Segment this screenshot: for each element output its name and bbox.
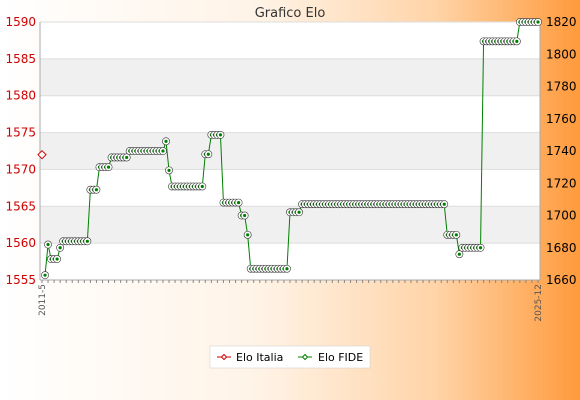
fide-point-center xyxy=(454,233,458,237)
left-tick-label: 1560 xyxy=(5,236,36,250)
fide-point-center xyxy=(46,242,50,247)
right-tick-label: 1720 xyxy=(546,176,577,190)
plot-band xyxy=(40,95,540,133)
legend-fide-marker xyxy=(301,353,309,361)
plot-band xyxy=(40,132,540,170)
fide-point-center xyxy=(442,202,446,206)
fide-point-center xyxy=(55,257,59,261)
left-tick-label: 1555 xyxy=(5,273,36,287)
left-tick-label: 1570 xyxy=(5,162,36,176)
fide-point-center xyxy=(206,152,210,156)
fide-point-center xyxy=(167,168,171,172)
right-tick-label: 1700 xyxy=(546,209,577,223)
elo-fide-series xyxy=(41,18,542,280)
legend-italia-marker xyxy=(220,353,228,361)
left-tick-label: 1585 xyxy=(5,52,36,66)
fide-point-center xyxy=(536,20,540,24)
plot-band xyxy=(40,58,540,96)
right-tick-label: 1760 xyxy=(546,112,577,126)
left-tick-label: 1590 xyxy=(5,15,36,29)
fide-point-center xyxy=(94,188,99,192)
x-axis-ticks: 2011-5 2025-12 xyxy=(38,280,544,322)
legend-box xyxy=(209,345,371,369)
right-axis-ticks: 1660 1680 1700 1720 1740 1760 1780 1800 1820 xyxy=(546,15,577,287)
x-tick-label-first: 2011-5 xyxy=(38,284,48,316)
fide-point-center xyxy=(200,184,204,189)
fide-point-center xyxy=(243,213,247,218)
right-tick-label: 1780 xyxy=(546,80,577,94)
right-tick-label: 1740 xyxy=(546,144,577,158)
fide-point-center xyxy=(164,139,168,143)
fide-point-center xyxy=(58,246,62,250)
fide-point-center xyxy=(236,201,241,205)
right-tick-label: 1820 xyxy=(546,15,577,29)
fide-point-center xyxy=(85,239,89,243)
grid-lines xyxy=(39,21,541,281)
elo-italia-series xyxy=(37,149,47,160)
chart-title: Grafico Elo xyxy=(255,6,326,21)
legend-italia-label: Elo Italia xyxy=(236,351,283,364)
legend: Elo Italia Elo FIDE xyxy=(209,345,371,369)
italia-point xyxy=(37,149,47,160)
fide-point-center xyxy=(478,246,483,250)
right-tick-label: 1680 xyxy=(546,241,577,255)
fide-point-center xyxy=(515,39,519,43)
fide-point-center xyxy=(161,149,165,153)
fide-point-center xyxy=(457,252,461,256)
fide-point-center xyxy=(125,155,129,160)
fide-point-center xyxy=(246,233,250,237)
x-tick-label-last: 2025-12 xyxy=(534,284,544,322)
fide-point-center xyxy=(106,165,111,169)
plot-bands xyxy=(40,22,540,280)
fide-point-center xyxy=(218,133,223,137)
left-axis-ticks: 1555 1560 1565 1570 1575 1580 1585 1590 xyxy=(5,15,36,287)
right-tick-label: 1660 xyxy=(546,273,577,287)
left-tick-label: 1565 xyxy=(5,199,36,213)
plot-band xyxy=(40,243,540,280)
left-tick-label: 1580 xyxy=(5,89,36,103)
plot-band xyxy=(40,22,540,59)
fide-point-center xyxy=(297,210,301,214)
right-tick-label: 1800 xyxy=(546,47,577,61)
fide-point-center xyxy=(43,273,47,277)
fide-point-center xyxy=(285,267,289,271)
legend-fide-label: Elo FIDE xyxy=(318,351,363,364)
plot-band xyxy=(40,169,540,207)
left-tick-label: 1575 xyxy=(5,126,36,140)
